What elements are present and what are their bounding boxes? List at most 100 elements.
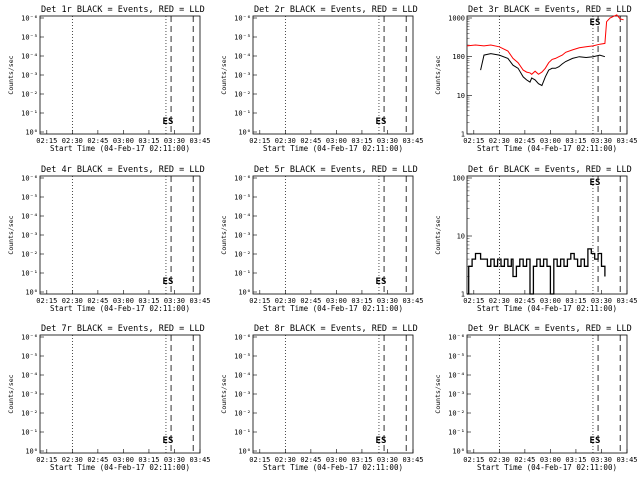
es-marker-label: ES bbox=[376, 277, 387, 287]
panel-det-6r: Det 6r BLACK = Events, RED = LLD 02:15 02:… bbox=[434, 165, 638, 313]
y-tick-label: 10⁻⁵ bbox=[234, 34, 251, 42]
x-tick-label: 03:15 bbox=[138, 456, 159, 464]
y-tick-label: 10⁻⁴ bbox=[234, 213, 251, 221]
y-tick-label: 10⁻⁴ bbox=[21, 53, 38, 61]
y-tick-label: 10⁰ bbox=[238, 289, 251, 297]
x-tick-label: 02:30 bbox=[275, 137, 296, 145]
x-tick-label: 03:45 bbox=[402, 456, 423, 464]
y-tick-label: 10⁻⁶ bbox=[21, 15, 38, 23]
x-tick-label: 02:30 bbox=[62, 297, 83, 305]
x-axis-label: Start Time (04-Feb-17 02:11:00) bbox=[477, 463, 617, 472]
x-tick-label: 02:15 bbox=[36, 297, 57, 305]
y-tick-label: 1 bbox=[461, 291, 465, 299]
y-tick-label: 10⁻³ bbox=[21, 232, 38, 240]
y-tick-label: 10⁰ bbox=[25, 289, 38, 297]
es-marker-label: ES bbox=[590, 178, 601, 188]
x-tick-label: 03:30 bbox=[591, 297, 612, 305]
x-tick-label: 02:30 bbox=[62, 456, 83, 464]
x-tick-label: 03:00 bbox=[113, 137, 134, 145]
x-tick-label: 03:15 bbox=[351, 137, 372, 145]
x-tick-label: 03:15 bbox=[351, 297, 372, 305]
panel-det-1r: Det 1r BLACK = Events, RED = LLD 02:15 02:… bbox=[7, 5, 211, 153]
x-tick-label: 02:15 bbox=[249, 297, 270, 305]
y-axis-label: Counts/sec bbox=[220, 374, 228, 413]
x-tick-label: 03:30 bbox=[164, 456, 185, 464]
panel-title: Det 3r BLACK = Events, RED = LLD bbox=[468, 5, 632, 15]
y-axis-label: Counts/sec bbox=[434, 215, 442, 254]
es-marker-label: ES bbox=[590, 18, 601, 28]
x-tick-label: 03:00 bbox=[540, 456, 561, 464]
x-tick-label: 02:45 bbox=[87, 297, 108, 305]
panel-title: Det 4r BLACK = Events, RED = LLD bbox=[41, 165, 205, 175]
plot-frame bbox=[466, 15, 628, 135]
x-axis-label: Start Time (04-Feb-17 02:11:00) bbox=[477, 304, 617, 313]
x-tick-label: 03:30 bbox=[164, 297, 185, 305]
y-axis-label: Counts/sec bbox=[434, 374, 442, 413]
x-tick-label: 02:15 bbox=[36, 137, 57, 145]
plot-frame bbox=[466, 334, 628, 454]
y-tick-label: 10 bbox=[457, 233, 465, 241]
x-tick-label: 02:30 bbox=[489, 137, 510, 145]
lld-series-line bbox=[466, 14, 624, 75]
panel-det-2r: Det 2r BLACK = Events, RED = LLD 02:15 02:… bbox=[220, 5, 424, 153]
x-tick-label: 03:45 bbox=[402, 297, 423, 305]
x-tick-label: 02:45 bbox=[300, 297, 321, 305]
x-tick-label: 03:45 bbox=[189, 137, 210, 145]
x-tick-label: 02:30 bbox=[62, 137, 83, 145]
y-tick-label: 100 bbox=[452, 53, 465, 61]
panel-title: Det 7r BLACK = Events, RED = LLD bbox=[41, 324, 205, 334]
x-tick-label: 02:45 bbox=[87, 137, 108, 145]
x-tick-label: 03:30 bbox=[377, 137, 398, 145]
x-axis-label: Start Time (04-Feb-17 02:11:00) bbox=[477, 144, 617, 153]
y-tick-label: 10⁻⁴ bbox=[448, 372, 465, 380]
y-tick-label: 10⁻² bbox=[234, 91, 251, 99]
y-tick-label: 10⁰ bbox=[25, 129, 38, 137]
y-tick-label: 10⁻² bbox=[21, 91, 38, 99]
x-axis-label: Start Time (04-Feb-17 02:11:00) bbox=[263, 463, 403, 472]
y-axis-label: Counts/sec bbox=[434, 55, 442, 94]
x-tick-label: 03:30 bbox=[377, 297, 398, 305]
x-tick-label: 03:15 bbox=[138, 137, 159, 145]
x-tick-label: 03:45 bbox=[402, 137, 423, 145]
plot-frame bbox=[252, 334, 414, 454]
events-series-line bbox=[480, 53, 606, 87]
y-tick-label: 10 bbox=[457, 92, 465, 100]
y-axis-label: Counts/sec bbox=[220, 55, 228, 94]
x-tick-label: 03:30 bbox=[591, 456, 612, 464]
panel-title: Det 5r BLACK = Events, RED = LLD bbox=[254, 165, 418, 175]
y-tick-label: 1 bbox=[461, 131, 465, 139]
plot-frame bbox=[39, 175, 201, 295]
x-tick-label: 03:00 bbox=[113, 456, 134, 464]
y-axis-label: Counts/sec bbox=[220, 215, 228, 254]
x-tick-label: 03:15 bbox=[138, 297, 159, 305]
y-tick-label: 10⁻⁶ bbox=[21, 175, 38, 183]
es-marker-label: ES bbox=[163, 277, 174, 287]
y-tick-label: 10⁻¹ bbox=[234, 270, 251, 278]
y-tick-label: 10⁰ bbox=[25, 448, 38, 456]
panel-title: Det 2r BLACK = Events, RED = LLD bbox=[254, 5, 418, 15]
panel-det-9r: Det 9r BLACK = Events, RED = LLD 02:15 02:… bbox=[434, 324, 638, 472]
y-tick-label: 10⁻¹ bbox=[448, 429, 465, 437]
es-marker-label: ES bbox=[163, 436, 174, 446]
x-tick-label: 03:30 bbox=[377, 456, 398, 464]
y-tick-label: 10⁻⁵ bbox=[21, 194, 38, 202]
x-tick-label: 03:30 bbox=[164, 137, 185, 145]
plot-frame bbox=[252, 175, 414, 295]
y-tick-label: 10⁻³ bbox=[234, 72, 251, 80]
x-tick-label: 02:30 bbox=[275, 456, 296, 464]
x-tick-label: 03:00 bbox=[326, 297, 347, 305]
panel-det-3r: Det 3r BLACK = Events, RED = LLD 02:15 02:… bbox=[434, 5, 638, 153]
x-axis-label: Start Time (04-Feb-17 02:11:00) bbox=[263, 144, 403, 153]
y-tick-label: 10⁻¹ bbox=[21, 110, 38, 118]
x-tick-label: 02:30 bbox=[489, 456, 510, 464]
x-tick-label: 02:45 bbox=[300, 137, 321, 145]
plot-frame bbox=[39, 15, 201, 135]
y-tick-label: 10⁻⁵ bbox=[234, 194, 251, 202]
y-tick-label: 10⁻² bbox=[21, 410, 38, 418]
es-marker-label: ES bbox=[163, 117, 174, 127]
x-tick-label: 02:30 bbox=[275, 297, 296, 305]
y-tick-label: 100 bbox=[452, 175, 465, 183]
x-tick-label: 03:15 bbox=[565, 297, 586, 305]
panel-title: Det 1r BLACK = Events, RED = LLD bbox=[41, 5, 205, 15]
y-tick-label: 10⁻¹ bbox=[234, 429, 251, 437]
